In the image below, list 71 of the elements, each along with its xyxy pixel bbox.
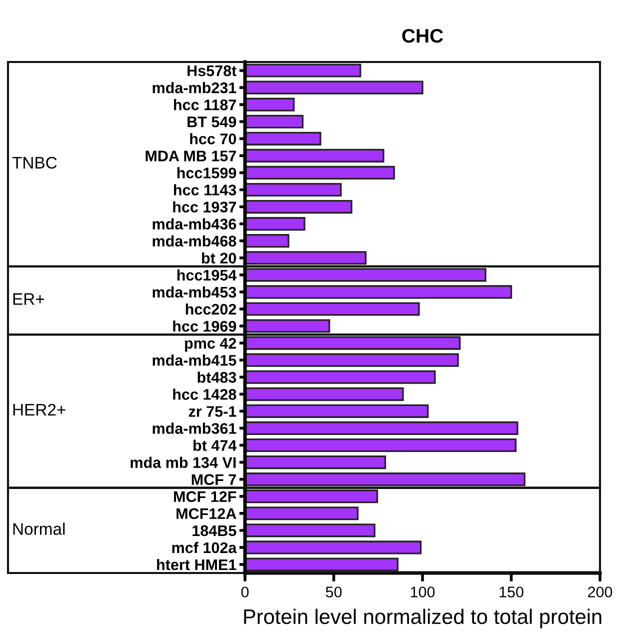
y-axis-title: TNBC	[12, 156, 57, 169]
x-tick-label: 50	[326, 586, 342, 598]
y-tick-label: hcc 70	[190, 133, 236, 144]
bar	[245, 64, 362, 78]
x-tick-label: 100	[410, 586, 435, 598]
bar	[245, 490, 378, 504]
bar	[245, 200, 352, 214]
bar	[245, 455, 386, 470]
y-tick-label: Hs578t	[188, 65, 236, 76]
bar	[245, 404, 429, 418]
y-tick-label: MCF 12F	[174, 491, 236, 502]
y-tick-label: mda mb 134 VI	[130, 456, 236, 468]
y-tick-label: bt483	[198, 372, 236, 383]
y-tick-label: bt 20	[202, 252, 236, 264]
y-tick-label: mda-mb436	[152, 218, 236, 230]
bar	[245, 251, 367, 265]
bar	[245, 132, 322, 146]
y-tick-label: hcc1599	[177, 167, 236, 178]
y-tick-label: hcc 1969	[173, 320, 236, 332]
y-axis-title: Normal	[13, 522, 65, 535]
bar	[245, 148, 384, 162]
x-tick-label: 0	[241, 586, 249, 598]
bar	[245, 114, 304, 128]
bar	[245, 268, 486, 282]
y-tick-label: htert HME1	[157, 558, 236, 570]
bar	[245, 98, 295, 112]
bar	[245, 166, 395, 180]
y-tick-label: hcc202	[186, 303, 236, 315]
bar	[245, 438, 517, 452]
y-tick-label: MCF 7	[192, 474, 236, 486]
y-tick-label: MCF12A	[176, 508, 236, 520]
bar	[245, 234, 290, 248]
y-tick-label: zr 75-1	[188, 406, 236, 417]
bar	[245, 80, 424, 94]
y-tick-label: mcf 102a	[172, 542, 237, 554]
x-axis-title: Protein level normalized to total protein	[244, 608, 602, 628]
y-axis-title: ER+	[13, 293, 44, 305]
bar	[245, 302, 420, 316]
y-tick-label: hcc 1937	[173, 201, 236, 212]
bar	[245, 506, 359, 520]
bar	[245, 472, 526, 486]
bar	[245, 370, 436, 384]
y-tick-label: BT 549	[188, 116, 236, 128]
y-tick-label: mda-mb231	[152, 82, 236, 94]
bar	[245, 524, 376, 538]
bar	[245, 182, 342, 197]
bar	[245, 353, 459, 367]
y-tick-label: hcc 1428	[173, 388, 236, 400]
y-tick-label: MDA MB 157	[146, 150, 236, 162]
x-tick-label: 150	[500, 586, 524, 598]
y-tick-label: bt 474	[194, 440, 237, 451]
bar	[245, 387, 404, 401]
y-tick-label: hcc 1187	[174, 99, 236, 110]
bar	[245, 285, 512, 299]
bar	[245, 319, 330, 333]
chart-title: CHC	[402, 28, 444, 43]
y-tick-label: 184B5	[192, 525, 236, 536]
bar	[245, 336, 461, 350]
y-tick-label: pmc 42	[185, 338, 236, 352]
x-tick-label: 200	[588, 586, 612, 598]
y-tick-label: hcc1954	[177, 269, 237, 281]
y-tick-label: mda-mb453	[152, 286, 236, 298]
bar	[245, 217, 306, 231]
y-tick-label: mda-mb468	[152, 235, 236, 247]
bar	[245, 558, 398, 572]
y-tick-label: mda-mb415	[152, 354, 236, 366]
y-tick-label: hcc 1143	[174, 184, 236, 196]
bar	[245, 540, 422, 554]
y-axis-title: HER2+	[13, 404, 66, 416]
y-tick-label: mda-mb361	[152, 422, 236, 434]
bar	[245, 421, 518, 436]
